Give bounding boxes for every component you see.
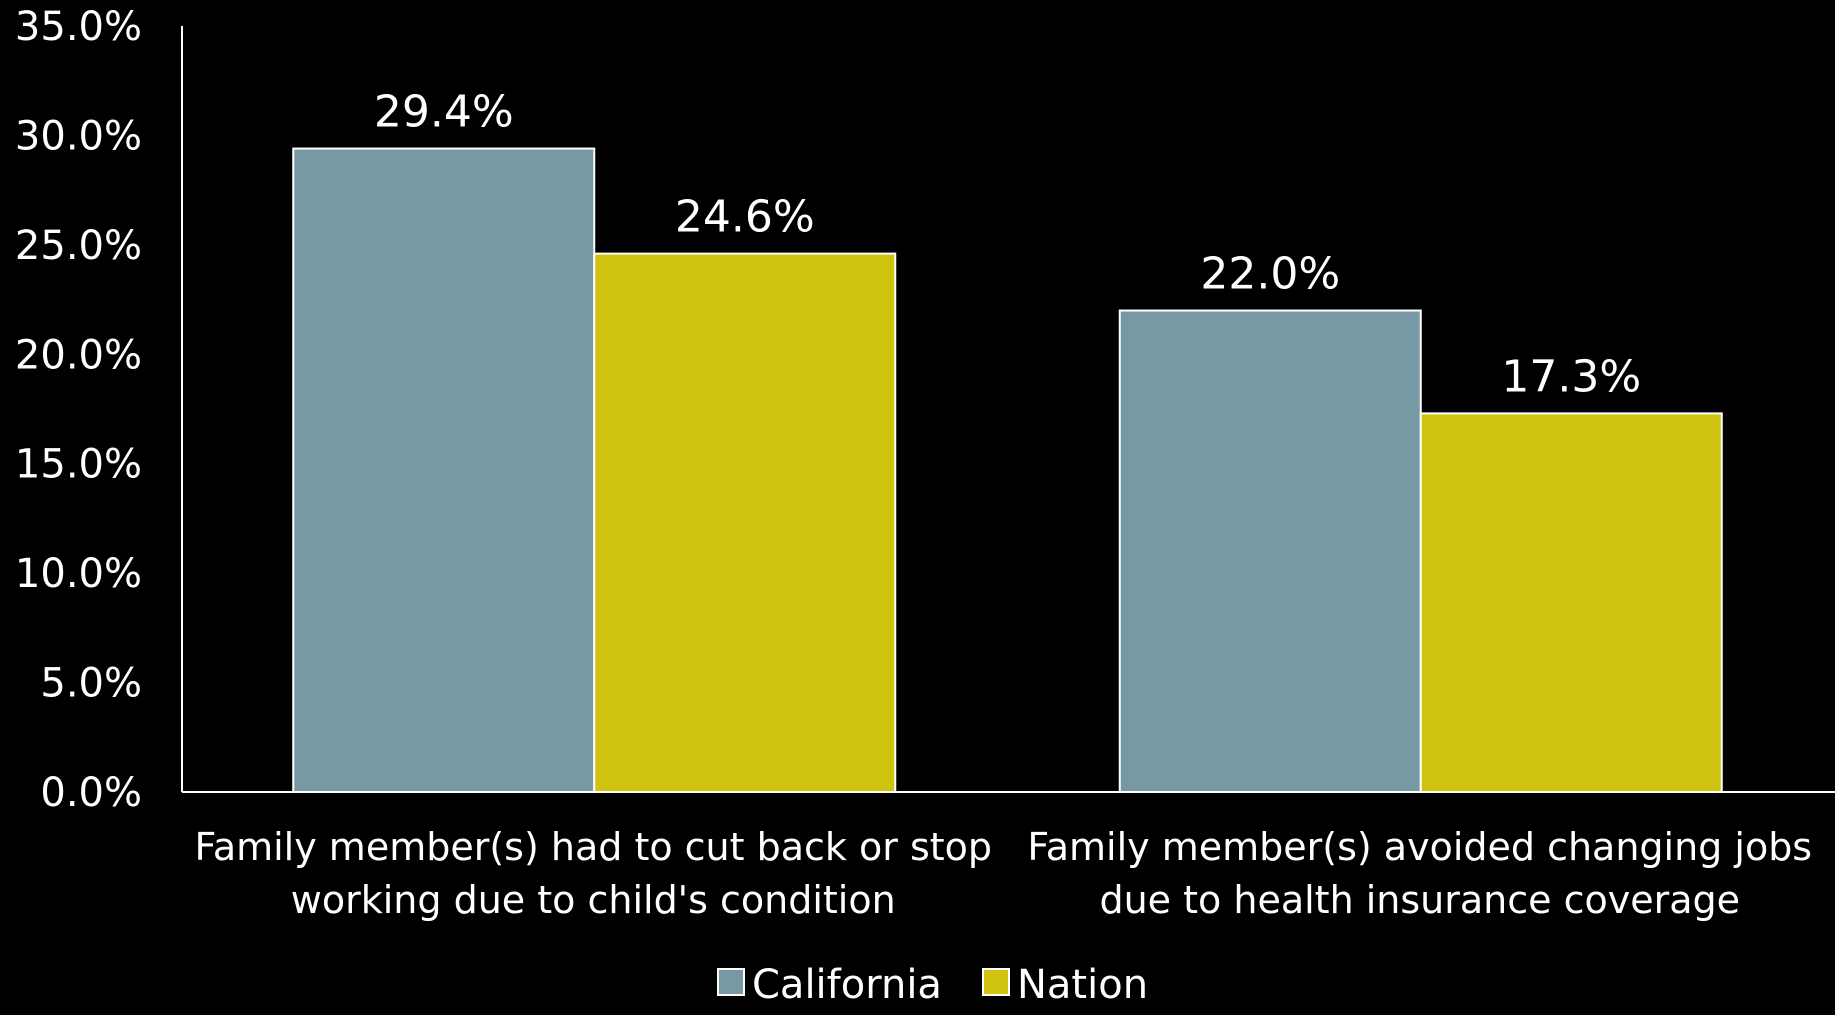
y-tick-label: 15.0% [15,442,142,488]
y-tick-label: 0.0% [40,770,142,816]
category-label: Family member(s) had to cut back or stop [194,825,992,869]
y-tick-label: 5.0% [40,661,142,707]
bar-california [1118,309,1422,793]
data-labels: 29.4% 24.6% 22.0% 17.3% [374,87,1641,403]
y-tick-label: 25.0% [15,223,142,269]
category-label: working due to child's condition [291,878,896,922]
legend-label: Nation [1017,962,1148,1008]
y-tick-labels: 0.0% 5.0% 10.0% 15.0% 20.0% 25.0% 30.0% 35.0% [15,4,142,816]
legend: California Nation [717,962,1148,1008]
data-label: 24.6% [675,192,815,243]
y-tick-label: 35.0% [15,4,142,50]
data-label: 29.4% [374,87,514,138]
legend-swatch-california [717,968,745,996]
bar-nation [593,252,897,793]
legend-swatch-nation [982,968,1010,996]
category-label: due to health insurance coverage [1099,878,1740,922]
legend-label: California [752,962,942,1008]
y-tick-label: 30.0% [15,113,142,159]
y-tick-label: 10.0% [15,551,142,597]
y-tick-label: 20.0% [15,332,142,378]
bars [292,147,1723,793]
category-labels: Family member(s) had to cut back or stop… [194,825,1812,922]
data-label: 17.3% [1501,351,1641,402]
bar-nation [1419,412,1723,793]
data-label: 22.0% [1200,249,1340,300]
bar-california [292,147,596,793]
category-label: Family member(s) avoided changing jobs [1027,825,1812,869]
